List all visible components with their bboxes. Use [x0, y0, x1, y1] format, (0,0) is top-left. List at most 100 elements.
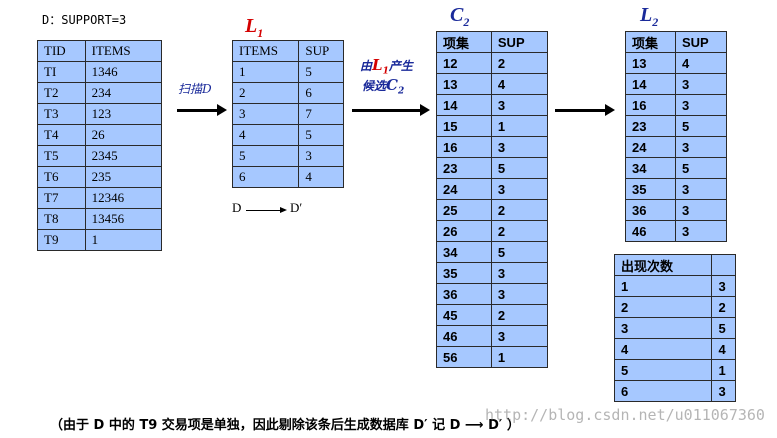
column-header: SUP: [490, 31, 549, 53]
generate-label-line1: 由L1产生: [360, 56, 413, 77]
table-row: T7 12346: [37, 187, 163, 209]
table-cell: 45: [436, 304, 492, 326]
table-cell: 4: [231, 124, 300, 146]
table-row: 12 2: [436, 52, 549, 74]
table-cell: 3: [490, 325, 549, 347]
table-cell: 3: [490, 262, 549, 284]
table-cell: 5: [674, 115, 728, 137]
table-cell: 16: [625, 94, 676, 116]
c2-title: C2: [450, 4, 470, 29]
table-cell: 1: [231, 61, 300, 83]
transaction-table: TID ITEMS TI 1346 T2 234 T3 123 T4 26 T5 2345 T6 235…: [37, 40, 163, 251]
table-row: 34 5: [625, 157, 728, 179]
table-row: 35 3: [436, 262, 549, 284]
table-cell: 12: [436, 52, 492, 74]
generate-label-line2: 候选C2: [362, 76, 405, 97]
table-cell: 6: [231, 166, 300, 188]
table-cell: T9: [37, 229, 86, 251]
table-cell: 24: [436, 178, 492, 200]
table-row: 13 4: [436, 73, 549, 95]
table-cell: T5: [37, 145, 86, 167]
table-row: T5 2345: [37, 145, 163, 167]
column-header: [711, 254, 736, 276]
table-cell: 23: [436, 157, 492, 179]
table-cell: 5: [298, 61, 344, 83]
table-row: T6 235: [37, 166, 163, 188]
table-row: TI 1346: [37, 61, 163, 83]
scan-label: 扫描D: [178, 82, 212, 96]
table-header-row: 项集 SUP: [436, 31, 549, 53]
table-cell: 3: [490, 94, 549, 116]
table-cell: 2: [711, 296, 736, 318]
scan-arrow: [177, 104, 227, 116]
table-row: 45 2: [436, 304, 549, 326]
table-cell: 1346: [84, 61, 163, 83]
l2-title: L2: [640, 4, 659, 29]
table-cell: 15: [436, 115, 492, 137]
table-row: 25 2: [436, 199, 549, 221]
table-cell: 2: [613, 296, 713, 318]
table-row: 35 3: [625, 178, 728, 200]
table-row: 26 2: [436, 220, 549, 242]
table-row: T4 26: [37, 124, 163, 146]
table-cell: 235: [84, 166, 163, 188]
table-cell: T7: [37, 187, 86, 209]
table-cell: T2: [37, 82, 86, 104]
table-cell: 6: [298, 82, 344, 104]
table-cell: 35: [625, 178, 676, 200]
table-cell: 25: [436, 199, 492, 221]
table-cell: 1: [613, 275, 713, 297]
column-header: ITEMS: [231, 40, 300, 62]
c2-table: 项集 SUP 12 2 13 4 14 3 15 1 16 3 23 5 24 3 25 2 26 2 34 5 35 3 3…: [436, 31, 549, 368]
watermark: http://blog.csdn.net/u011067360: [485, 406, 765, 424]
table-cell: 2: [490, 304, 549, 326]
table-cell: 34: [436, 241, 492, 263]
table-cell: 34: [625, 157, 676, 179]
table-row: 24 3: [625, 136, 728, 158]
table-cell: 234: [84, 82, 163, 104]
d-to-label: D′: [290, 200, 303, 215]
table-cell: 3: [298, 145, 344, 167]
table-row: 34 5: [436, 241, 549, 263]
table-cell: 3: [674, 136, 728, 158]
column-header: SUP: [298, 40, 344, 62]
prune-arrow: [555, 104, 615, 116]
column-header: ITEMS: [84, 40, 163, 62]
footer-note: （由于 D 中的 T9 交易项是单独，因此剔除该条后生成数据库 D′ 记 D ⟶…: [50, 418, 520, 433]
table-row: 46 3: [436, 325, 549, 347]
column-header: 项集: [625, 31, 676, 53]
l2-table: 项集 SUP 13 4 14 3 16 3 23 5 24 3 34 5 35 3 36 3 46 3: [625, 31, 728, 242]
table-row: T2 234: [37, 82, 163, 104]
table-cell: 46: [436, 325, 492, 347]
table-row: 15 1: [436, 115, 549, 137]
table-cell: 4: [711, 338, 736, 360]
table-cell: 4: [613, 338, 713, 360]
table-row: 14 3: [436, 94, 549, 116]
column-header: TID: [37, 40, 86, 62]
table-cell: 2345: [84, 145, 163, 167]
table-cell: 5: [298, 124, 344, 146]
table-cell: 3: [674, 94, 728, 116]
table-cell: 26: [84, 124, 163, 146]
table-cell: 4: [674, 52, 728, 74]
table-cell: 3: [231, 103, 300, 125]
table-cell: 14: [436, 94, 492, 116]
table-cell: 3: [711, 380, 736, 402]
column-header: SUP: [674, 31, 728, 53]
table-cell: 24: [625, 136, 676, 158]
table-cell: 3: [674, 178, 728, 200]
table-cell: 3: [613, 317, 713, 339]
table-cell: 5: [674, 157, 728, 179]
